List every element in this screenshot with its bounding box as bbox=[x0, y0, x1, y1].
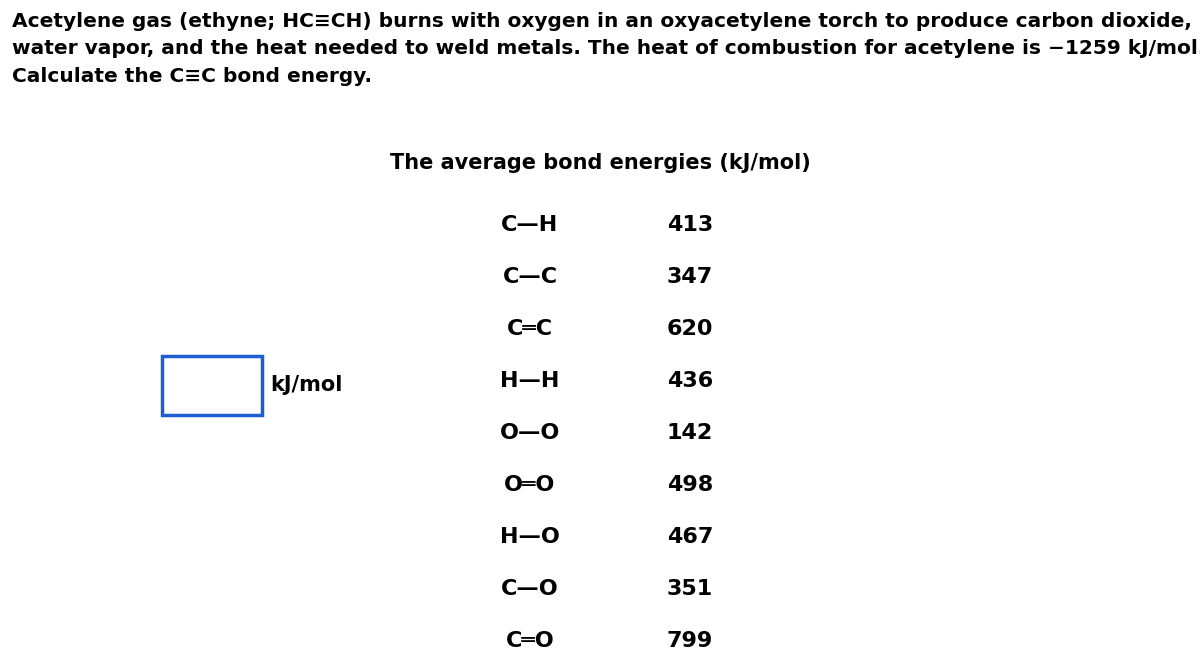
Text: H—H: H—H bbox=[500, 371, 559, 391]
Text: O═O: O═O bbox=[504, 475, 556, 495]
Text: 799: 799 bbox=[667, 631, 713, 651]
Text: 436: 436 bbox=[667, 371, 713, 391]
Text: C═C: C═C bbox=[506, 319, 553, 339]
Text: C═O: C═O bbox=[505, 631, 554, 651]
Text: 467: 467 bbox=[667, 527, 713, 547]
Text: 413: 413 bbox=[667, 215, 713, 235]
Text: Acetylene gas (ethyne; HC≡CH) burns with oxygen in an oxyacetylene torch to prod: Acetylene gas (ethyne; HC≡CH) burns with… bbox=[12, 12, 1200, 86]
Text: 142: 142 bbox=[667, 423, 713, 443]
Text: 347: 347 bbox=[667, 267, 713, 287]
Text: kJ/mol: kJ/mol bbox=[270, 375, 342, 395]
Text: C—H: C—H bbox=[502, 215, 559, 235]
Text: 498: 498 bbox=[667, 475, 713, 495]
Text: 351: 351 bbox=[667, 579, 713, 599]
FancyBboxPatch shape bbox=[162, 356, 262, 415]
Text: The average bond energies (kJ/mol): The average bond energies (kJ/mol) bbox=[390, 153, 810, 173]
Text: C—C: C—C bbox=[503, 267, 558, 287]
Text: 620: 620 bbox=[667, 319, 713, 339]
Text: C—O: C—O bbox=[502, 579, 559, 599]
Text: H—O: H—O bbox=[500, 527, 560, 547]
Text: O—O: O—O bbox=[500, 423, 560, 443]
